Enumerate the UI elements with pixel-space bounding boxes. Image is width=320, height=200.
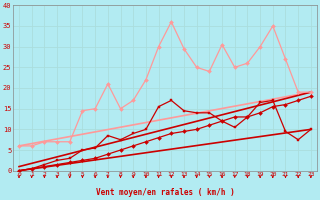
X-axis label: Vent moyen/en rafales ( km/h ): Vent moyen/en rafales ( km/h ) <box>96 188 234 197</box>
